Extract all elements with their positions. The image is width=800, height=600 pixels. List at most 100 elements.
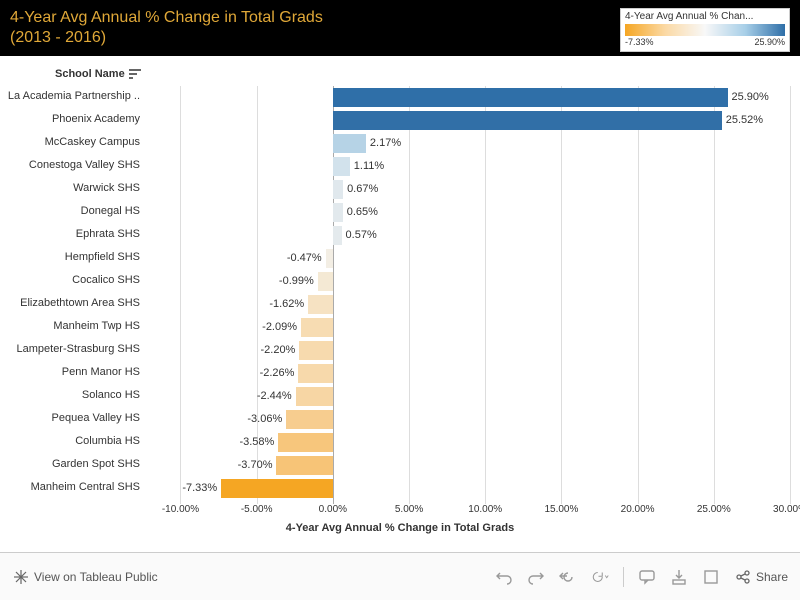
row-label: Conestoga Valley SHS bbox=[0, 159, 146, 171]
table-row[interactable]: Penn Manor HS-2.26% bbox=[0, 362, 790, 385]
bar[interactable] bbox=[326, 249, 333, 268]
redo-icon[interactable] bbox=[527, 568, 545, 586]
bar[interactable] bbox=[299, 341, 333, 360]
table-row[interactable]: Garden Spot SHS -3.70% bbox=[0, 454, 790, 477]
table-row[interactable]: Hempfield SHS -0.47% bbox=[0, 247, 790, 270]
bar-value-label: 0.57% bbox=[346, 229, 377, 241]
bar[interactable] bbox=[318, 272, 333, 291]
bar[interactable] bbox=[296, 387, 333, 406]
table-row[interactable]: Columbia HS-3.58% bbox=[0, 431, 790, 454]
sort-icon bbox=[129, 69, 141, 79]
bar[interactable] bbox=[333, 203, 343, 222]
x-tick-label: 0.00% bbox=[319, 504, 347, 515]
table-row[interactable]: Manheim Central SHS -7.33% bbox=[0, 477, 790, 500]
row-label: Phoenix Academy bbox=[0, 113, 146, 125]
toolbar-divider bbox=[623, 567, 624, 587]
chart-title: 4-Year Avg Annual % Change in Total Grad… bbox=[10, 8, 323, 48]
table-row[interactable]: Cocalico SHS-0.99% bbox=[0, 270, 790, 293]
toolbar-right: Share bbox=[495, 567, 788, 587]
bar-track: -2.44% bbox=[150, 387, 790, 406]
table-row[interactable]: Solanco HS-2.44% bbox=[0, 385, 790, 408]
gridline bbox=[790, 86, 791, 504]
bar-value-label: -0.47% bbox=[287, 252, 322, 264]
row-label: Garden Spot SHS bbox=[0, 458, 146, 470]
bar-value-label: -2.20% bbox=[260, 344, 295, 356]
table-row[interactable]: Donegal HS 0.65% bbox=[0, 201, 790, 224]
bar-track: -2.20% bbox=[150, 341, 790, 360]
bar[interactable] bbox=[333, 111, 722, 130]
bar-value-label: 1.11% bbox=[354, 160, 384, 172]
comment-icon[interactable] bbox=[638, 568, 656, 586]
download-icon[interactable] bbox=[670, 568, 688, 586]
legend-max: 25.90% bbox=[754, 37, 785, 47]
undo-icon[interactable] bbox=[495, 568, 513, 586]
row-label: Donegal HS bbox=[0, 205, 146, 217]
row-label: Warwick SHS bbox=[0, 182, 146, 194]
chart-plot: La Academia Partnership ..25.90%Phoenix … bbox=[0, 86, 790, 500]
bar-track: -7.33% bbox=[150, 479, 790, 498]
bar[interactable] bbox=[298, 364, 332, 383]
bar-track: 0.65% bbox=[150, 203, 790, 222]
x-axis-label: 4-Year Avg Annual % Change in Total Grad… bbox=[0, 522, 800, 534]
table-row[interactable]: Pequea Valley HS -3.06% bbox=[0, 408, 790, 431]
bar-track: -0.99% bbox=[150, 272, 790, 291]
color-legend[interactable]: 4-Year Avg Annual % Chan... -7.33% 25.90… bbox=[620, 8, 790, 52]
bar-track: -3.70% bbox=[150, 456, 790, 475]
x-tick-label: 20.00% bbox=[621, 504, 655, 515]
fullscreen-icon[interactable] bbox=[702, 568, 720, 586]
x-tick-label: 25.00% bbox=[697, 504, 731, 515]
table-row[interactable]: Conestoga Valley SHS 1.11% bbox=[0, 155, 790, 178]
bar-value-label: -0.99% bbox=[279, 275, 314, 287]
x-tick-label: 5.00% bbox=[395, 504, 423, 515]
view-on-tableau-button[interactable]: View on Tableau Public bbox=[12, 568, 158, 586]
legend-gradient bbox=[625, 24, 785, 36]
x-tick-label: -5.00% bbox=[241, 504, 273, 515]
bar[interactable] bbox=[333, 180, 343, 199]
legend-min: -7.33% bbox=[625, 37, 654, 47]
bar[interactable] bbox=[221, 479, 333, 498]
row-label: Manheim Central SHS bbox=[0, 481, 146, 493]
table-row[interactable]: Lampeter-Strasburg SHS-2.20% bbox=[0, 339, 790, 362]
table-row[interactable]: Elizabethtown Area SHS -1.62% bbox=[0, 293, 790, 316]
bar[interactable] bbox=[278, 433, 333, 452]
table-row[interactable]: Ephrata SHS 0.57% bbox=[0, 224, 790, 247]
bar[interactable] bbox=[301, 318, 333, 337]
bar-value-label: -3.70% bbox=[238, 459, 273, 471]
y-axis-header[interactable]: School Name bbox=[55, 68, 141, 80]
row-label: Manheim Twp HS bbox=[0, 320, 146, 332]
table-row[interactable]: Manheim Twp HS -2.09% bbox=[0, 316, 790, 339]
bar[interactable] bbox=[333, 226, 342, 245]
bar[interactable] bbox=[276, 456, 332, 475]
row-label: Penn Manor HS bbox=[0, 366, 146, 378]
bar-track: 25.90% bbox=[150, 88, 790, 107]
bar-track: -2.09% bbox=[150, 318, 790, 337]
row-label: Elizabethtown Area SHS bbox=[0, 297, 146, 309]
refresh-dropdown-icon[interactable] bbox=[591, 568, 609, 586]
bar-value-label: 2.17% bbox=[370, 137, 401, 149]
bar-value-label: -2.44% bbox=[257, 390, 292, 402]
row-label: Columbia HS bbox=[0, 435, 146, 447]
share-button[interactable]: Share bbox=[734, 568, 788, 586]
table-row[interactable]: Phoenix Academy25.52% bbox=[0, 109, 790, 132]
bar-value-label: -2.09% bbox=[262, 321, 297, 333]
bar-value-label: -3.06% bbox=[247, 413, 282, 425]
bar-value-label: 0.67% bbox=[347, 183, 378, 195]
table-row[interactable]: McCaskey Campus2.17% bbox=[0, 132, 790, 155]
bar[interactable] bbox=[308, 295, 333, 314]
reset-icon[interactable] bbox=[559, 568, 577, 586]
bar[interactable] bbox=[333, 88, 728, 107]
share-label: Share bbox=[756, 570, 788, 584]
title-line-1: 4-Year Avg Annual % Change in Total Grad… bbox=[10, 8, 323, 28]
row-label: Pequea Valley HS bbox=[0, 412, 146, 424]
table-row[interactable]: La Academia Partnership ..25.90% bbox=[0, 86, 790, 109]
x-tick-label: 10.00% bbox=[468, 504, 502, 515]
bar[interactable] bbox=[286, 410, 333, 429]
legend-title: 4-Year Avg Annual % Chan... bbox=[625, 11, 785, 22]
bar-value-label: 0.65% bbox=[347, 206, 378, 218]
bar[interactable] bbox=[333, 134, 366, 153]
bar-track: -1.62% bbox=[150, 295, 790, 314]
row-label: Hempfield SHS bbox=[0, 251, 146, 263]
row-label: Ephrata SHS bbox=[0, 228, 146, 240]
bar[interactable] bbox=[333, 157, 350, 176]
table-row[interactable]: Warwick SHS 0.67% bbox=[0, 178, 790, 201]
